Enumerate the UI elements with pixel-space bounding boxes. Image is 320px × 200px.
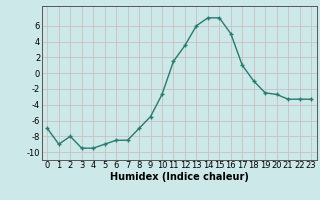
X-axis label: Humidex (Indice chaleur): Humidex (Indice chaleur) [110, 172, 249, 182]
